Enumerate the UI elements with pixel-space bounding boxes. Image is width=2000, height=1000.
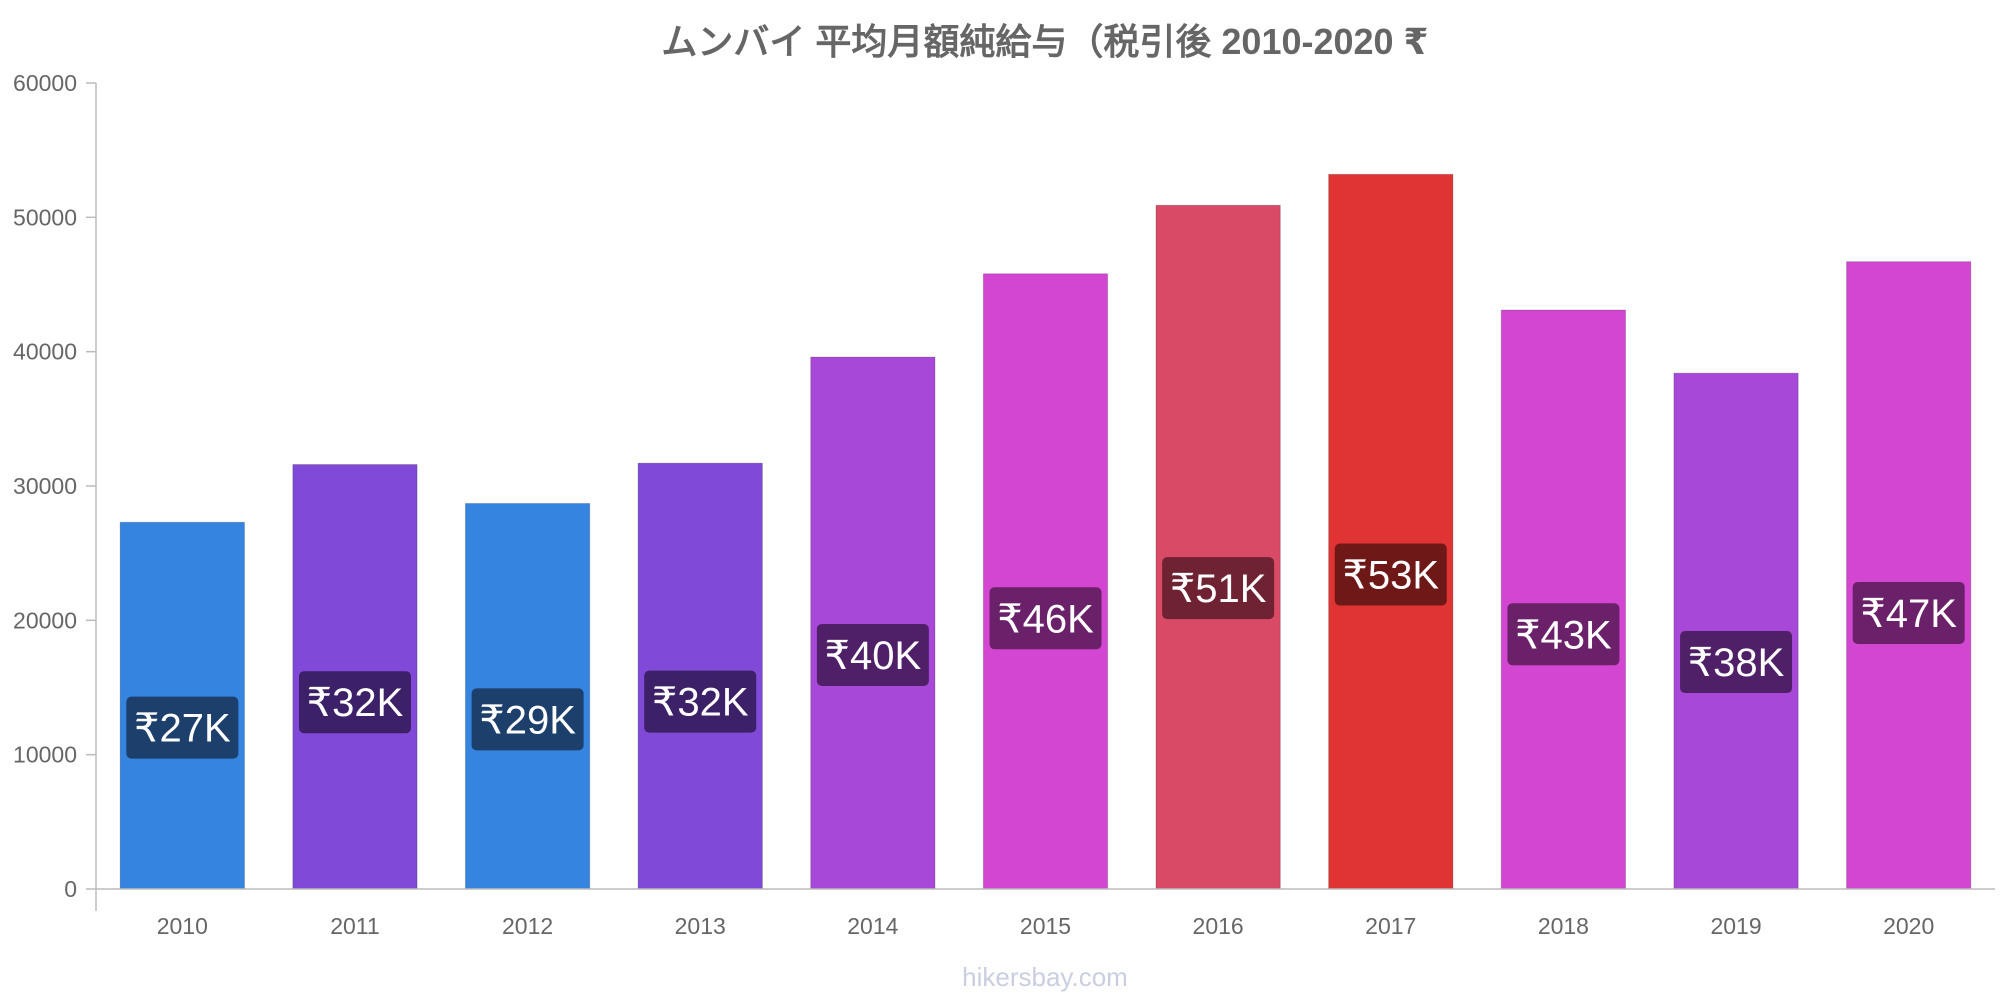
x-tick-label: 2015: [1020, 913, 1071, 939]
y-tick-label: 60000: [13, 70, 77, 96]
y-tick-label: 30000: [13, 473, 77, 499]
data-label: ₹51K: [1170, 567, 1267, 611]
bar-2017[interactable]: [1328, 173, 1454, 890]
chart-title: ムンバイ 平均月額純給与（税引後 2010-2020 ₹: [661, 21, 1428, 62]
data-label: ₹43K: [1515, 613, 1612, 657]
data-label: ₹27K: [134, 707, 231, 751]
bar-2018[interactable]: [1500, 309, 1627, 890]
y-tick-label: 50000: [13, 204, 77, 230]
bars: [119, 173, 1972, 890]
bar-2015[interactable]: [982, 273, 1109, 890]
data-label-box: [1852, 581, 1965, 644]
bar-2020[interactable]: [1846, 261, 1972, 890]
data-label: ₹32K: [652, 681, 749, 725]
data-label-box: [1162, 557, 1275, 620]
x-tick-label: 2013: [675, 913, 726, 939]
data-label-box: [1680, 631, 1793, 694]
data-label: ₹29K: [479, 698, 576, 742]
x-tick-label: 2017: [1365, 913, 1416, 939]
y-tick-label: 20000: [13, 607, 77, 633]
x-axis: 2010 2011 2012 2013 2014 2015 2016 2017 2018 2019…: [96, 888, 1995, 939]
y-axis: 0 10000 20000 30000 40000 50000 60000: [13, 70, 97, 911]
bar-2016[interactable]: [1155, 204, 1281, 890]
data-label-box: [1507, 603, 1620, 666]
x-tick-label: 2010: [157, 913, 208, 939]
y-tick-label: 40000: [13, 339, 77, 365]
x-tick-label: 2016: [1193, 913, 1244, 939]
data-labels: ₹27K ₹32K ₹29K ₹32K ₹40K ₹46K ₹51K ₹53K ₹43K ₹38K…: [126, 543, 1965, 759]
x-tick-label: 2020: [1883, 913, 1934, 939]
data-label: ₹47K: [1860, 592, 1957, 636]
data-label-box: [298, 671, 411, 734]
x-tick-label: 2019: [1710, 913, 1761, 939]
data-label-box: [816, 623, 929, 686]
data-label-box: [644, 670, 757, 733]
x-tick-label: 2012: [502, 913, 553, 939]
data-label-box: [126, 696, 239, 759]
data-label: ₹53K: [1342, 554, 1439, 598]
data-label: ₹38K: [1688, 641, 1785, 685]
bar-2014[interactable]: [810, 356, 936, 890]
x-tick-label: 2018: [1538, 913, 1589, 939]
data-label: ₹40K: [825, 634, 922, 678]
source-credit[interactable]: hikersbay.com: [962, 962, 1128, 992]
data-label-box: [471, 688, 584, 751]
data-label: ₹46K: [997, 597, 1094, 641]
x-tick-label: 2014: [847, 913, 898, 939]
y-tick-label: 10000: [13, 742, 77, 768]
data-label-box: [1334, 543, 1447, 606]
data-label-box: [989, 587, 1102, 650]
data-label: ₹32K: [307, 681, 404, 725]
x-tick-label: 2011: [330, 913, 379, 939]
y-tick-label: 0: [64, 876, 77, 902]
